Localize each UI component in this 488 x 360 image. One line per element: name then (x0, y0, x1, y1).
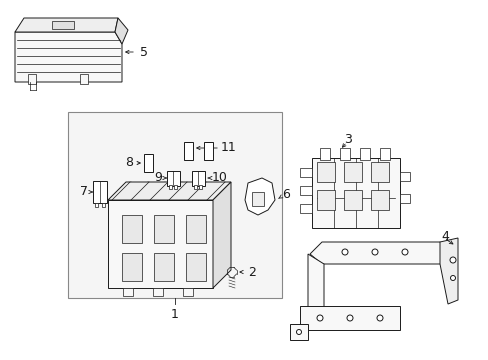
Bar (93, 181, 107, 203)
Polygon shape (289, 324, 307, 340)
Bar (167, 171, 180, 186)
Bar (68, 112, 282, 298)
Bar (316, 162, 334, 182)
Bar (251, 192, 264, 206)
Circle shape (449, 275, 454, 280)
Polygon shape (108, 200, 213, 288)
Bar (319, 148, 329, 160)
Bar (359, 148, 369, 160)
Circle shape (346, 315, 352, 321)
Circle shape (401, 249, 407, 255)
Polygon shape (15, 18, 118, 32)
Bar (174, 185, 177, 189)
Circle shape (371, 249, 377, 255)
Bar (183, 142, 193, 160)
Circle shape (449, 257, 455, 263)
Bar (185, 215, 205, 243)
Bar (154, 215, 174, 243)
Bar (370, 162, 388, 182)
Circle shape (376, 315, 382, 321)
Bar (95, 203, 98, 207)
Bar (379, 148, 389, 160)
Text: 1: 1 (171, 308, 179, 321)
Bar (123, 288, 133, 296)
Bar (154, 253, 174, 281)
Bar (339, 148, 349, 160)
Text: 11: 11 (221, 141, 236, 154)
Polygon shape (108, 182, 230, 200)
Bar (399, 172, 409, 181)
Circle shape (341, 249, 347, 255)
Bar (316, 190, 334, 210)
Text: 3: 3 (344, 134, 351, 147)
Polygon shape (115, 18, 128, 44)
Text: 8: 8 (125, 157, 133, 170)
Bar (122, 253, 142, 281)
Text: 6: 6 (282, 189, 289, 202)
Text: 4: 4 (440, 230, 448, 243)
Text: 2: 2 (247, 265, 255, 279)
Bar (185, 253, 205, 281)
Bar (299, 168, 311, 177)
Bar (169, 185, 172, 189)
Bar (203, 142, 213, 160)
Polygon shape (307, 254, 324, 310)
Bar (199, 185, 202, 189)
Bar (153, 288, 163, 296)
Bar (194, 185, 197, 189)
Polygon shape (15, 32, 122, 82)
Text: 9: 9 (154, 171, 162, 184)
Polygon shape (311, 158, 399, 228)
Bar (299, 204, 311, 213)
Bar (399, 194, 409, 203)
Bar (122, 215, 142, 243)
Text: 5: 5 (140, 45, 148, 58)
Bar (183, 288, 193, 296)
Text: 7: 7 (80, 185, 88, 198)
Bar (80, 74, 88, 84)
Text: 10: 10 (212, 171, 227, 184)
Polygon shape (299, 306, 399, 330)
Circle shape (296, 329, 301, 334)
Bar (192, 171, 204, 186)
Bar (299, 186, 311, 195)
Bar (28, 74, 36, 84)
Polygon shape (309, 242, 447, 264)
Polygon shape (244, 178, 274, 215)
Circle shape (316, 315, 323, 321)
Bar (343, 162, 361, 182)
Polygon shape (213, 182, 230, 288)
Bar (370, 190, 388, 210)
Bar (52, 21, 74, 29)
Polygon shape (439, 238, 457, 304)
Bar (143, 154, 153, 172)
Bar (102, 203, 105, 207)
Bar (343, 190, 361, 210)
